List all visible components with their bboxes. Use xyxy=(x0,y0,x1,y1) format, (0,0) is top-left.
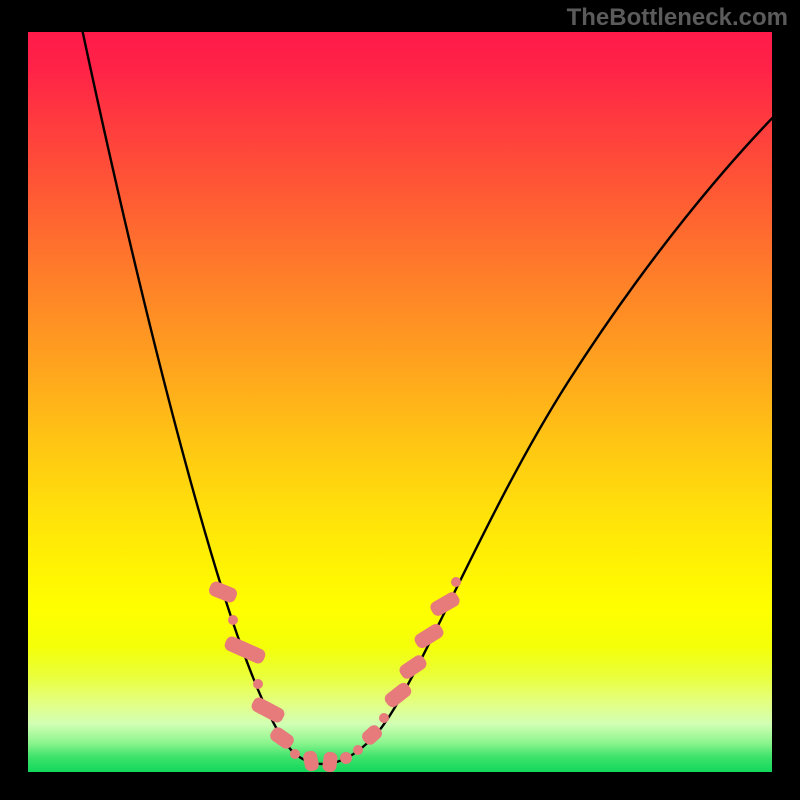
watermark-text: TheBottleneck.com xyxy=(567,4,788,32)
gradient-rect xyxy=(28,32,772,772)
plot-area xyxy=(28,32,772,772)
gradient-background xyxy=(28,32,772,772)
chart-stage: TheBottleneck.com xyxy=(0,0,800,800)
